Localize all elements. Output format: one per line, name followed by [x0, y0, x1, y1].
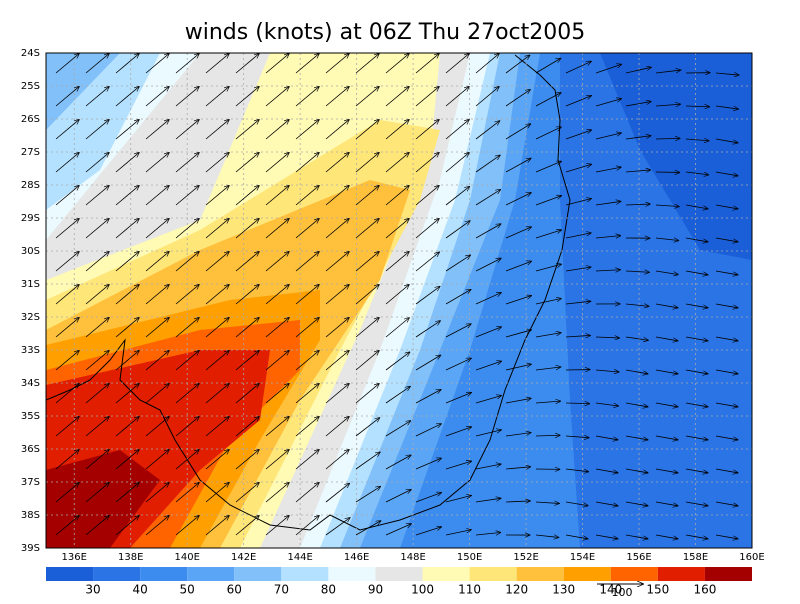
colorbar-label: 150	[646, 583, 669, 597]
colorbar-label: 130	[552, 583, 575, 597]
colorbar-label: 100	[411, 583, 434, 597]
lon-label: 160E	[739, 552, 764, 563]
lat-label: 30S	[21, 246, 40, 257]
lat-label: 32S	[21, 312, 40, 323]
lat-label: 29S	[21, 213, 40, 224]
lat-label: 35S	[21, 411, 40, 422]
lat-label: 31S	[21, 279, 40, 290]
lat-label: 34S	[21, 378, 40, 389]
lon-label: 154E	[570, 552, 595, 563]
colorbar-swatch	[658, 567, 705, 581]
lat-label: 33S	[21, 345, 40, 356]
colorbar-swatch	[564, 567, 611, 581]
colorbar-label: 160	[693, 583, 716, 597]
colorbar-swatch	[46, 567, 93, 581]
lat-label: 36S	[21, 444, 40, 455]
lon-label: 136E	[62, 552, 87, 563]
colorbar-label: 80	[321, 583, 336, 597]
colorbar-swatch	[705, 567, 752, 581]
colorbar-label: 90	[368, 583, 383, 597]
colorbar-label: 110	[458, 583, 481, 597]
lat-label: 38S	[21, 510, 40, 521]
colorbar-label: 40	[132, 583, 147, 597]
colorbar-swatch	[328, 567, 375, 581]
lon-label: 158E	[683, 552, 708, 563]
colorbar-swatch	[375, 567, 422, 581]
map-title: winds (knots) at 06Z Thu 27oct2005	[185, 20, 586, 45]
colorbar-swatch	[611, 567, 658, 581]
colorbar-label: 30	[85, 583, 100, 597]
colorbar-label: 50	[180, 583, 195, 597]
lat-label: 26S	[21, 114, 40, 125]
lon-label: 150E	[457, 552, 482, 563]
colorbar-swatch	[140, 567, 187, 581]
lat-label: 27S	[21, 147, 40, 158]
lat-label: 25S	[21, 81, 40, 92]
lon-label: 148E	[400, 552, 425, 563]
lon-label: 144E	[287, 552, 312, 563]
colorbar-label: 70	[274, 583, 289, 597]
lon-label: 156E	[626, 552, 651, 563]
colorbar-label: 60	[227, 583, 242, 597]
colorbar-swatch	[187, 567, 234, 581]
colorbar-swatch	[281, 567, 328, 581]
colorbar-swatch	[423, 567, 470, 581]
reference-label: 100	[612, 586, 633, 599]
colorbar-swatch	[234, 567, 281, 581]
lon-label: 152E	[513, 552, 538, 563]
lon-label: 142E	[231, 552, 256, 563]
lat-label: 39S	[21, 543, 40, 554]
lat-label: 28S	[21, 180, 40, 191]
colorbar-label: 120	[505, 583, 528, 597]
lat-label: 37S	[21, 477, 40, 488]
colorbar-swatch	[470, 567, 517, 581]
lon-label: 146E	[344, 552, 369, 563]
lon-label: 138E	[118, 552, 143, 563]
colorbar-swatch	[93, 567, 140, 581]
colorbar-swatch	[517, 567, 564, 581]
wind-field	[46, 53, 752, 548]
lon-label: 140E	[174, 552, 199, 563]
lat-label: 24S	[21, 48, 40, 59]
